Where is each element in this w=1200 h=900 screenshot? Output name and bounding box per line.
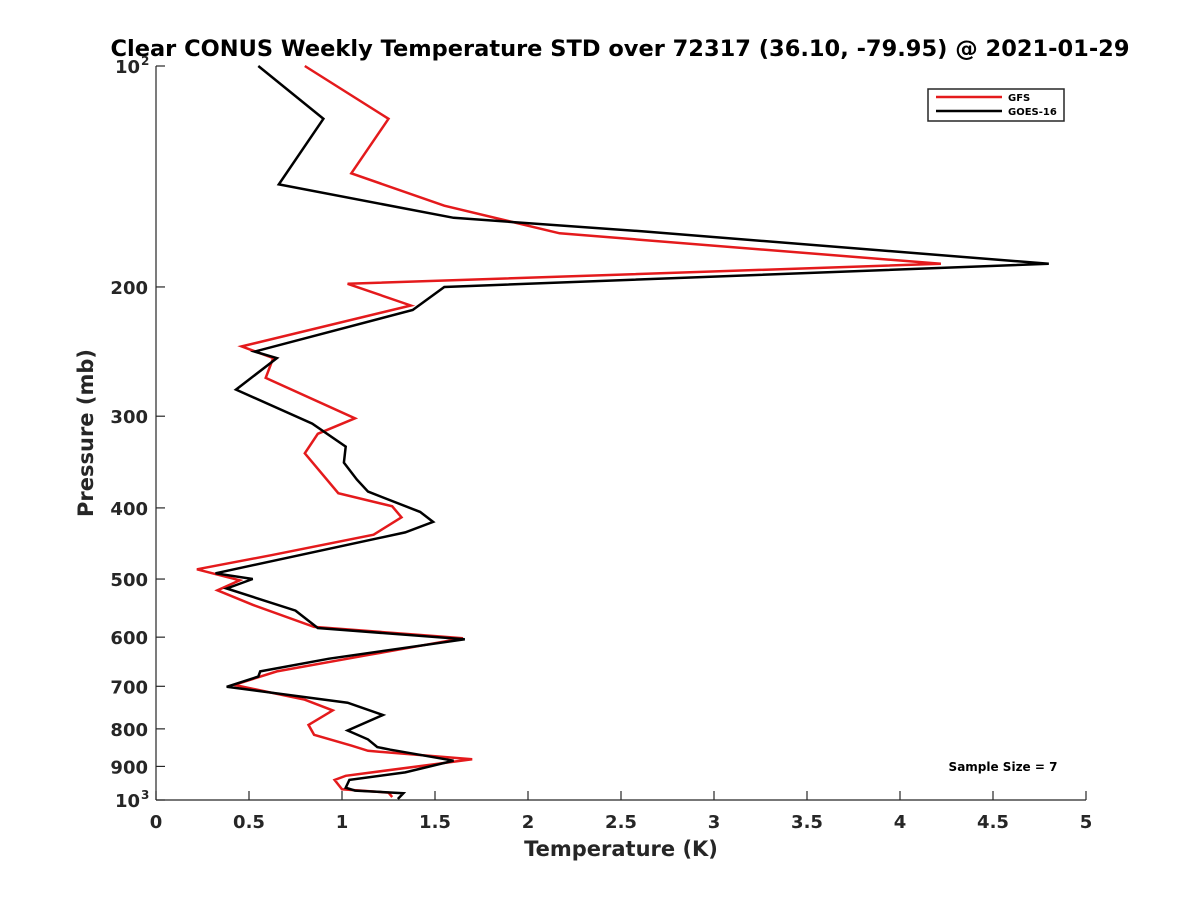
series-line-goes16 xyxy=(215,65,1049,800)
y-tick-label: 800 xyxy=(110,720,148,741)
x-tick-label: 0 xyxy=(150,812,163,833)
y-tick-label: 400 xyxy=(110,499,148,520)
y-tick-label: 900 xyxy=(110,757,148,778)
legend: GFS GOES-16 xyxy=(927,88,1065,122)
y-tick-label: 600 xyxy=(110,628,148,649)
plot-lines xyxy=(196,64,1049,800)
y-tick-label: 200 xyxy=(110,278,148,299)
y-tick-label: 10 xyxy=(115,791,140,812)
x-tick-label: 0.5 xyxy=(233,812,265,833)
sample-size-annotation: Sample Size = 7 xyxy=(949,760,1058,774)
x-tick-label: 2 xyxy=(522,812,535,833)
legend-box xyxy=(927,88,1065,122)
series-line-gfs xyxy=(196,64,941,798)
x-tick-label: 1.5 xyxy=(419,812,451,833)
y-tick-label: 10 xyxy=(115,57,140,78)
x-tick-label: 3.5 xyxy=(791,812,823,833)
x-tick-label: 3 xyxy=(708,812,721,833)
y-tick-exponent: 2 xyxy=(141,54,149,68)
x-axis-ticks: 0 0.5 1 1.5 2 2.5 3 3.5 4 4.5 5 xyxy=(150,791,1093,833)
chart-title: Clear CONUS Weekly Temperature STD over … xyxy=(111,36,1130,62)
legend-label-gfs: GFS xyxy=(1008,93,1030,104)
legend-label-goes16: GOES-16 xyxy=(1008,107,1057,118)
x-tick-label: 4.5 xyxy=(977,812,1009,833)
x-tick-label: 5 xyxy=(1080,812,1093,833)
y-axis-label: Pressure (mb) xyxy=(74,349,98,517)
y-tick-label: 300 xyxy=(110,407,148,428)
y-tick-exponent: 3 xyxy=(141,788,149,802)
y-tick-label: 500 xyxy=(110,570,148,591)
x-tick-label: 1 xyxy=(336,812,349,833)
y-tick-label: 700 xyxy=(110,677,148,698)
x-tick-label: 4 xyxy=(894,812,907,833)
x-tick-label: 2.5 xyxy=(605,812,637,833)
x-axis-label: Temperature (K) xyxy=(524,837,718,861)
